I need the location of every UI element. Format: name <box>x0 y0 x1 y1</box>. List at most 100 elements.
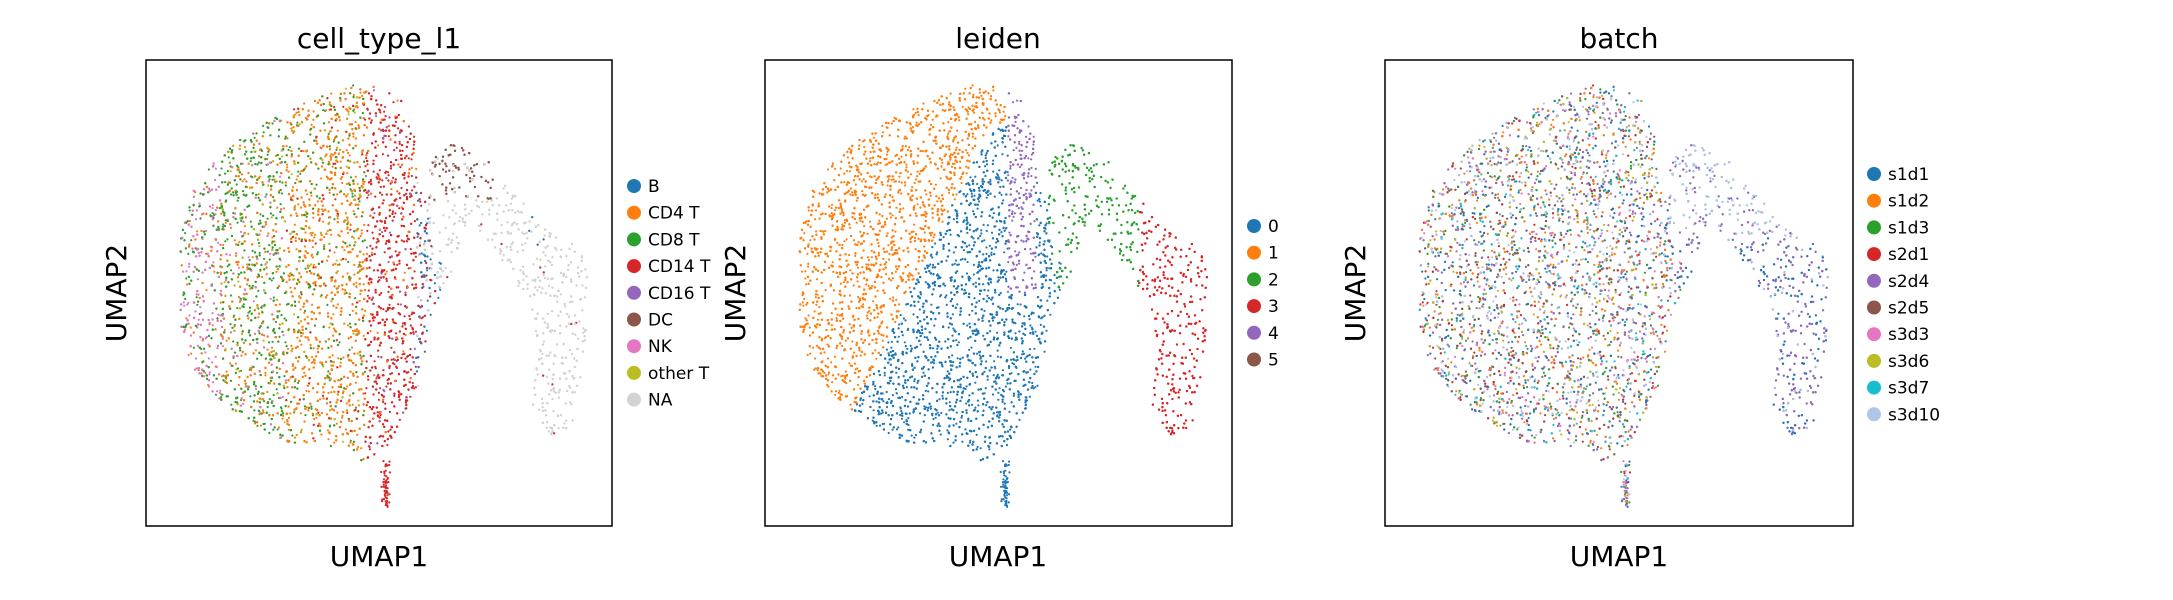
scatter-point <box>366 294 369 297</box>
scatter-point <box>319 295 322 298</box>
scatter-point <box>261 275 264 279</box>
scatter-point <box>324 340 327 343</box>
scatter-point <box>347 419 350 422</box>
scatter-point <box>360 447 363 450</box>
scatter-point <box>224 221 227 224</box>
scatter-point <box>257 161 260 164</box>
scatter-point <box>332 334 335 337</box>
scatter-point <box>326 259 329 262</box>
scatter-point <box>324 109 328 112</box>
scatter-point <box>323 236 326 239</box>
scatter-point <box>414 255 417 258</box>
scatter-point <box>263 334 266 337</box>
scatter-point <box>401 353 404 356</box>
scatter-point <box>304 414 307 417</box>
scatter-point <box>387 135 390 138</box>
scatter-point <box>213 270 216 273</box>
scatter-point <box>391 362 395 365</box>
scatter-point <box>407 267 410 270</box>
scatter-point <box>364 165 367 168</box>
scatter-point <box>293 230 296 233</box>
scatter-point <box>368 448 371 451</box>
scatter-point <box>237 266 240 269</box>
scatter-point <box>271 178 274 181</box>
scatter-point <box>236 367 240 370</box>
scatter-point <box>346 193 350 196</box>
scatter-point <box>257 289 260 292</box>
scatter-point <box>311 246 314 249</box>
scatter-point <box>303 102 306 105</box>
scatter-point <box>310 194 313 197</box>
scatter-point <box>267 184 270 187</box>
scatter-point <box>278 310 281 313</box>
scatter-point <box>266 390 269 394</box>
scatter-point <box>295 212 298 215</box>
scatter-point <box>299 412 302 415</box>
scatter-point <box>320 411 323 415</box>
scatter-point <box>236 221 239 224</box>
scatter-point <box>289 412 292 415</box>
scatter-point <box>380 231 384 234</box>
scatter-point <box>372 319 375 322</box>
scatter-point <box>220 167 223 170</box>
scatter-point <box>389 164 393 167</box>
scatter-point <box>229 226 233 229</box>
scatter-point <box>364 174 367 178</box>
scatter-point <box>428 267 431 270</box>
scatter-point <box>279 203 282 206</box>
scatter-point <box>223 281 226 284</box>
scatter-point <box>297 203 300 206</box>
scatter-point <box>285 319 288 322</box>
scatter-point <box>359 354 362 357</box>
scatter-point <box>274 320 278 324</box>
scatter-point <box>232 340 235 343</box>
scatter-point <box>354 406 358 409</box>
scatter-point <box>196 344 200 347</box>
scatter-point <box>285 281 288 284</box>
scatter-point <box>183 304 186 307</box>
scatter-point <box>295 248 298 251</box>
scatter-point <box>219 301 222 304</box>
scatter-point <box>324 284 327 287</box>
scatter-point <box>379 185 382 189</box>
scatter-point <box>247 256 250 259</box>
scatter-point <box>354 175 357 178</box>
scatter-point <box>378 279 381 282</box>
scatter-point <box>196 278 199 281</box>
scatter-point <box>229 170 232 173</box>
scatter-point <box>329 130 332 133</box>
scatter-point <box>287 148 290 152</box>
scatter-point <box>226 265 229 268</box>
scatter-point <box>257 193 260 196</box>
scatter-point <box>312 110 315 113</box>
scatter-point <box>231 326 234 329</box>
scatter-point <box>222 223 225 226</box>
scatter-point <box>346 272 349 275</box>
scatter-point <box>296 175 299 178</box>
scatter-point <box>327 132 330 135</box>
scatter-point <box>286 166 289 169</box>
scatter-point <box>348 313 351 316</box>
scatter-point <box>196 303 199 306</box>
scatter-point <box>252 365 255 369</box>
scatter-point <box>264 371 267 374</box>
scatter-point <box>208 373 211 376</box>
scatter-point <box>353 237 356 240</box>
scatter-point <box>355 281 358 284</box>
scatter-point <box>284 379 287 382</box>
scatter-point <box>362 283 365 286</box>
scatter-point <box>330 153 333 156</box>
scatter-point <box>233 284 236 287</box>
scatter-point <box>262 124 265 127</box>
scatter-point <box>298 300 301 303</box>
scatter-point <box>275 230 278 233</box>
scatter-point <box>345 182 348 186</box>
scatter-point <box>279 406 283 409</box>
scatter-point <box>425 222 429 225</box>
scatter-point <box>397 303 400 306</box>
scatter-point <box>272 214 275 217</box>
scatter-point <box>351 192 354 195</box>
scatter-point <box>313 417 316 421</box>
scatter-point <box>181 270 185 273</box>
scatter-point <box>363 309 367 312</box>
